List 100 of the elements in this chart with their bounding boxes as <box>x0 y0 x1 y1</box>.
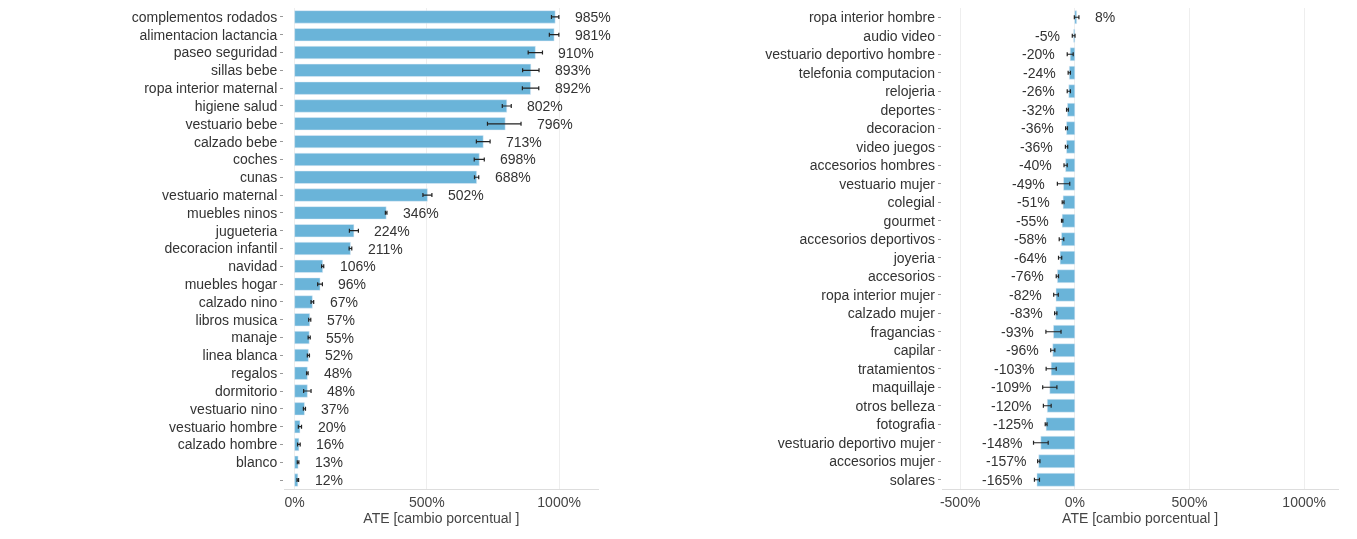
y-tick-label: vestuario deportivo hombre <box>765 46 936 63</box>
data-label: -49% <box>1012 176 1045 192</box>
data-label: -20% <box>1022 46 1055 62</box>
data-label: 48% <box>327 383 356 399</box>
data-label: -120% <box>991 398 1032 414</box>
data-label: 893% <box>555 62 591 78</box>
data-label: 698% <box>500 151 536 167</box>
x-tick-label: 500% <box>1171 493 1208 510</box>
data-label: 57% <box>327 312 356 328</box>
y-tick-label: deportes <box>880 101 935 118</box>
data-label: -76% <box>1011 268 1044 284</box>
x-axis-title: ATE [cambio porcentual ] <box>363 510 520 527</box>
y-tick-label: vestuario bebe <box>185 115 278 132</box>
y-tick-label: calzado mujer <box>847 305 936 322</box>
data-label: -55% <box>1016 213 1049 229</box>
y-tick-label: decoracion infantil <box>164 240 278 257</box>
y-tick-label: calzado bebe <box>193 133 278 150</box>
data-label: 20% <box>318 419 347 435</box>
y-tick-label: otros belleza <box>855 397 936 414</box>
y-tick-label: muebles hogar <box>184 276 278 293</box>
y-tick-label: dormitorio <box>215 382 278 399</box>
data-label: 13% <box>315 454 344 470</box>
data-label: 802% <box>527 98 563 114</box>
y-tick-label: solares <box>889 471 935 488</box>
y-tick-label: joyeria <box>892 249 936 266</box>
y-tick-label: linea blanca <box>202 347 278 364</box>
y-tick-label: fragancias <box>870 323 935 340</box>
y-tick-label: libros musica <box>195 311 278 328</box>
y-tick-label: sillas bebe <box>211 62 278 79</box>
y-tick-label: ropa interior mujer <box>821 286 936 303</box>
y-tick-label: capilar <box>893 342 936 359</box>
y-tick-label: vestuario maternal <box>162 186 278 203</box>
data-label: -51% <box>1017 194 1050 210</box>
y-tick-label: accesorios mujer <box>829 453 936 470</box>
y-tick-label: colegial <box>887 194 935 211</box>
data-label: -5% <box>1035 28 1060 44</box>
data-label: -32% <box>1022 102 1055 118</box>
x-tick-label: 0% <box>1064 493 1085 510</box>
data-label: -148% <box>982 435 1023 451</box>
data-label: -24% <box>1023 65 1056 81</box>
y-tick-label: navidad <box>228 258 278 275</box>
y-tick-label: maquillaje <box>871 379 936 396</box>
data-label: 52% <box>325 347 354 363</box>
y-tick-label: jugueteria <box>214 222 278 239</box>
data-label: 796% <box>537 116 573 132</box>
y-tick-label: telefonia computacion <box>798 64 935 81</box>
data-label: -36% <box>1021 120 1054 136</box>
x-tick-label: 1000% <box>537 493 581 510</box>
y-tick-label: coches <box>232 151 278 168</box>
y-tick-label: video juegos <box>856 138 935 155</box>
data-label: 985% <box>575 9 611 25</box>
data-label: 16% <box>316 436 345 452</box>
y-tick-label: accesorios deportivos <box>799 231 935 248</box>
y-tick-label: vestuario nino <box>190 400 278 417</box>
x-tick-label: 0% <box>284 493 305 510</box>
y-tick-label: alimentacion lactancia <box>139 26 278 43</box>
data-label: -82% <box>1009 287 1042 303</box>
data-label: -109% <box>991 379 1032 395</box>
data-label: 688% <box>495 169 531 185</box>
y-tick-label: calzado hombre <box>177 436 278 453</box>
data-label: 224% <box>374 223 410 239</box>
data-label: 37% <box>321 401 350 417</box>
y-tick-label: higiene salud <box>194 97 278 114</box>
data-label: -36% <box>1020 139 1053 155</box>
data-label: 211% <box>368 241 403 257</box>
y-tick-label: audio video <box>863 27 936 44</box>
data-label: 106% <box>340 258 376 274</box>
data-label: -58% <box>1014 231 1047 247</box>
data-label: -64% <box>1014 250 1047 266</box>
y-tick-label: muebles ninos <box>186 204 278 221</box>
data-label: -125% <box>993 416 1034 432</box>
y-tick-label: ropa interior hombre <box>808 9 936 26</box>
y-tick-label: accesorios <box>868 268 935 285</box>
data-label: -93% <box>1001 324 1034 340</box>
y-tick-label: accesorios hombres <box>809 157 935 174</box>
data-label: 502% <box>448 187 484 203</box>
y-tick-label: regalos <box>231 365 278 382</box>
data-label: 910% <box>558 45 594 61</box>
y-tick-label: decoracion <box>866 120 935 137</box>
y-tick-label: vestuario hombre <box>169 418 278 435</box>
y-tick-label: fotografia <box>876 416 936 433</box>
data-label: 892% <box>555 80 591 96</box>
data-label: 8% <box>1095 9 1116 25</box>
data-label: 48% <box>324 365 353 381</box>
data-label: 12% <box>315 472 344 488</box>
y-tick-label: ropa interior maternal <box>144 80 278 97</box>
data-label: 713% <box>506 134 542 150</box>
data-label: -157% <box>986 453 1027 469</box>
y-tick-label: cunas <box>239 169 278 186</box>
data-label: -83% <box>1010 305 1043 321</box>
data-label: 981% <box>575 27 611 43</box>
data-label: 96% <box>338 276 367 292</box>
x-tick-label: 1000% <box>1282 493 1326 510</box>
data-label: -165% <box>982 472 1023 488</box>
data-label: -40% <box>1019 157 1052 173</box>
y-tick-label: vestuario mujer <box>839 175 936 192</box>
y-tick-label: relojeria <box>885 83 936 100</box>
y-tick-label: manaje <box>231 329 278 346</box>
data-label: 346% <box>403 205 439 221</box>
data-label: -96% <box>1006 342 1039 358</box>
